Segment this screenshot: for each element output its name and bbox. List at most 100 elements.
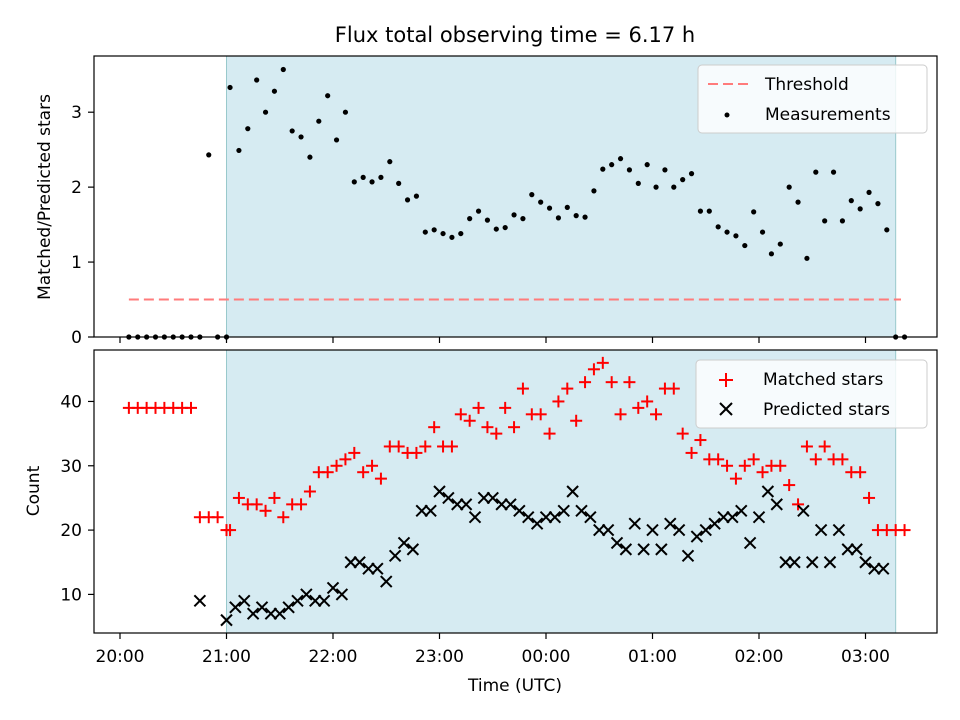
x-tick-label: 01:00: [628, 647, 677, 667]
measurement-point: [804, 255, 810, 261]
matched-star-point: [211, 511, 224, 524]
measurement-point: [484, 217, 491, 223]
predicted-star-point: [264, 607, 278, 620]
measurement-point: [440, 230, 446, 237]
matched-star-point: [543, 427, 556, 440]
predicted-star-point: [424, 504, 437, 518]
x-tick-label: 22:00: [309, 647, 358, 667]
measurement-point: [520, 216, 526, 222]
predicted-star-point: [841, 543, 854, 556]
matched-star-point: [800, 440, 813, 453]
measurement-point: [236, 147, 242, 154]
predicted-star-point: [513, 504, 526, 518]
matched-star-point: [508, 421, 521, 434]
predicted-star-point: [601, 523, 615, 537]
predicted-star-point: [672, 523, 686, 537]
matched-star-point: [783, 479, 796, 492]
predicted-star-point: [273, 607, 286, 620]
predicted-star-point: [770, 498, 783, 511]
top-legend: Threshold Measurements: [697, 64, 928, 134]
predicted-star-point: [655, 543, 668, 556]
matched-star-point: [490, 427, 503, 440]
bottom-y-tick-label: 30: [60, 457, 82, 477]
matched-star-point: [330, 459, 343, 472]
predicted-star-point: [477, 491, 491, 505]
matched-star-point: [729, 472, 742, 485]
predicted-star-point: [868, 562, 881, 575]
top-y-tick-label: 3: [71, 103, 82, 123]
measurement-point: [360, 174, 366, 180]
predicted-star-point: [584, 511, 597, 524]
predicted-star-point: [690, 530, 704, 543]
measurement-point: [839, 218, 846, 224]
measurement-point: [325, 93, 331, 99]
predicted-star-point: [495, 498, 508, 511]
predicted-star-point: [726, 511, 739, 524]
predicted-star-point: [317, 594, 331, 608]
predicted-star-point: [451, 498, 464, 511]
predicted-star-point: [832, 523, 846, 537]
predicted-star-point: [664, 517, 677, 530]
predicted-star-point: [246, 607, 260, 620]
matched-star-point: [792, 498, 805, 511]
measurement-point: [644, 162, 650, 168]
measurement-point: [546, 205, 553, 211]
matched-star-point: [321, 466, 334, 479]
top-axes-frame: [93, 55, 938, 338]
predicted-star-point: [806, 556, 819, 569]
legend-threshold-label: Threshold: [764, 75, 849, 95]
measurement-point: [875, 201, 881, 207]
measurement-point: [697, 208, 704, 214]
predicted-star-point: [681, 549, 695, 563]
predicted-star-point: [530, 517, 544, 530]
x-tick-label: 20:00: [96, 647, 145, 667]
measurement-point: [742, 242, 748, 249]
legend-measurements-label: Measurements: [765, 105, 891, 125]
measurement-point: [245, 126, 251, 132]
predicted-star-point: [388, 549, 402, 563]
x-tick-label: 21:00: [202, 647, 251, 667]
measurement-point: [404, 197, 411, 203]
predicted-star-point: [619, 543, 633, 556]
measurement-point: [351, 179, 357, 185]
matched-star-point: [854, 466, 867, 479]
predicted-star-point: [522, 511, 535, 524]
predicted-star-point: [761, 485, 775, 498]
matched-star-point: [277, 511, 290, 524]
legend-predicted-swatch: [719, 402, 733, 416]
measurement-point: [751, 209, 757, 215]
measurement-point: [387, 159, 393, 165]
measurement-point: [254, 77, 260, 83]
predicted-star-point: [238, 594, 251, 608]
measurement-point: [653, 184, 659, 190]
measurement-point: [493, 226, 499, 232]
matched-star-point: [463, 414, 476, 427]
measurement-point: [688, 171, 695, 177]
matched-star-point: [454, 408, 467, 421]
bottom-y-tick-label: 40: [60, 392, 82, 412]
matched-star-point: [185, 401, 197, 414]
measurement-point: [289, 128, 295, 134]
matched-star-point: [623, 376, 636, 389]
predicted-star-point: [593, 523, 606, 537]
matched-star-point: [374, 472, 387, 485]
measurement-point: [458, 230, 464, 237]
legend-measurements-swatch: [724, 112, 730, 118]
predicted-star-point: [708, 517, 721, 530]
matched-star-point: [357, 466, 370, 479]
measurement-point: [600, 166, 606, 172]
top-y-tick-label: 1: [71, 253, 82, 273]
measurement-point: [342, 109, 349, 115]
predicted-star-point: [433, 485, 446, 498]
predicted-star-point: [371, 562, 384, 575]
matched-star-point: [818, 440, 831, 453]
measurement-point: [555, 215, 562, 221]
matched-star-point: [419, 440, 432, 453]
legend-matched-label: Matched stars: [763, 370, 883, 390]
matched-star-point: [428, 421, 441, 434]
predicted-star-point: [397, 536, 411, 550]
predicted-star-point: [220, 613, 233, 627]
predicted-star-point: [717, 511, 730, 524]
measurement-point: [298, 134, 304, 140]
measurement-point: [609, 162, 615, 168]
